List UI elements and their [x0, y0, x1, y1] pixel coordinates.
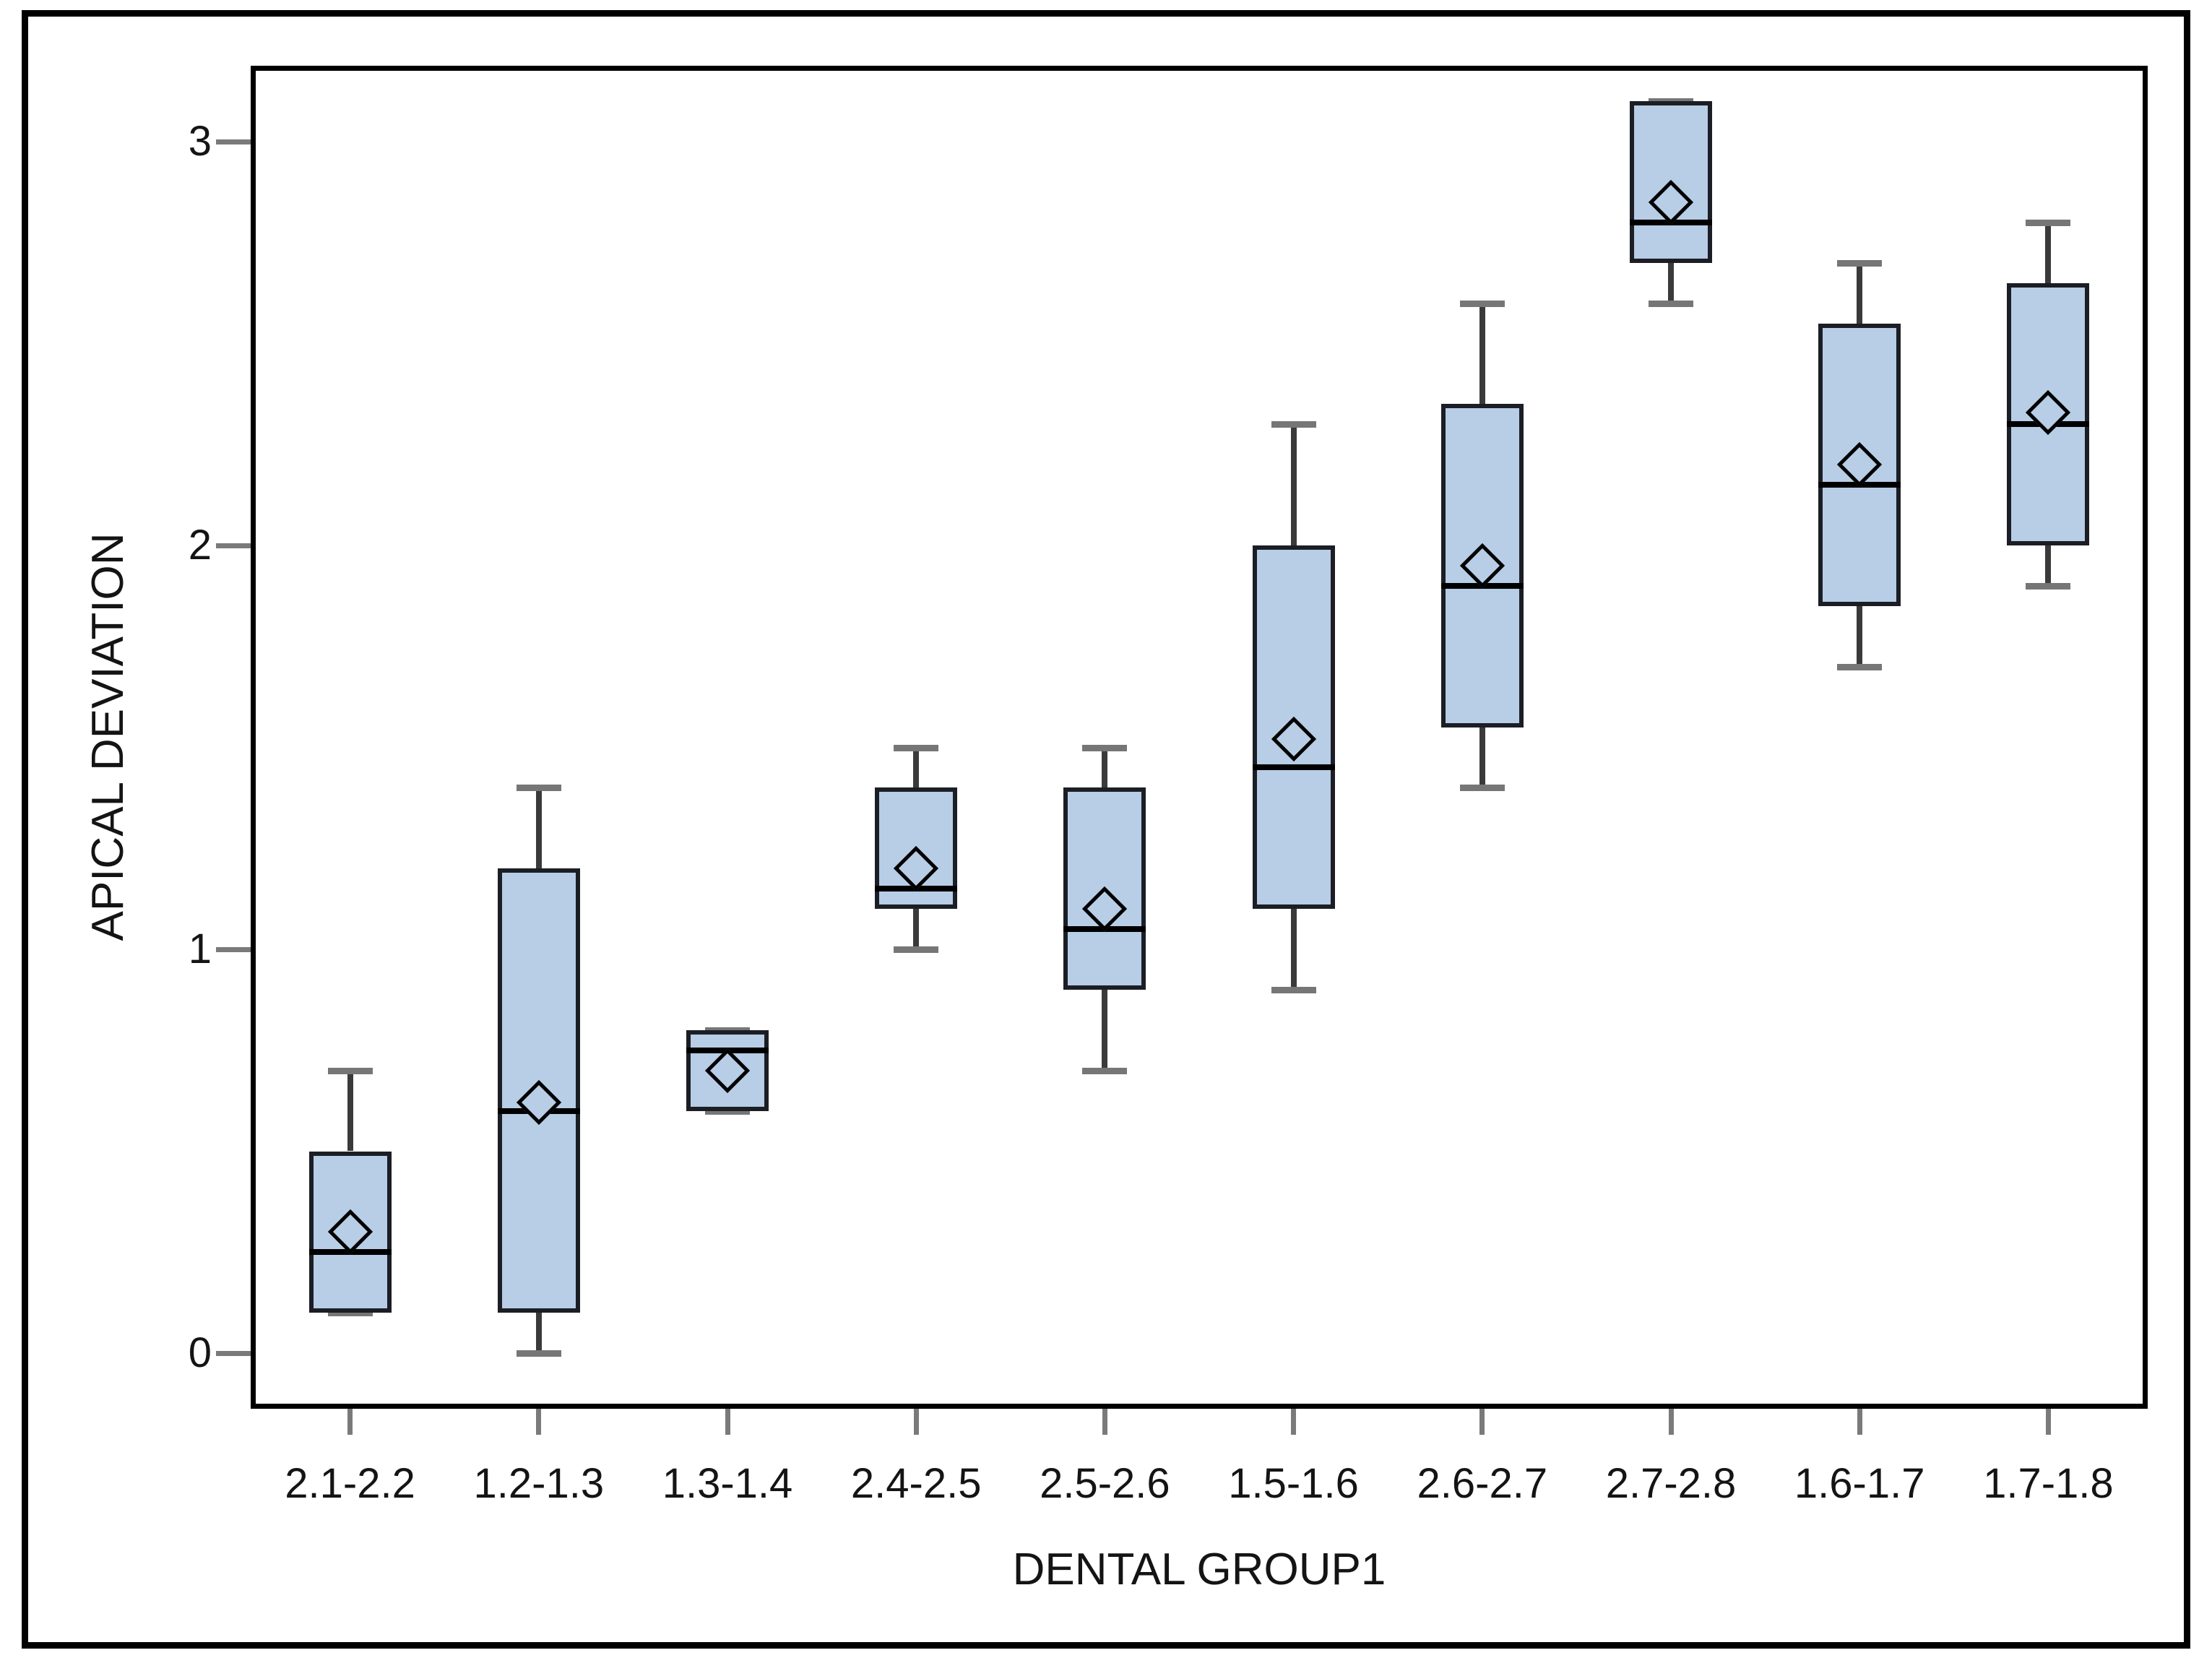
lower-whisker-cap [516, 1350, 561, 1357]
x-axis-title: DENTAL GROUP1 [1012, 1545, 1386, 1594]
y-tick-label: 1 [188, 925, 212, 972]
lower-whisker-cap [1459, 785, 1505, 792]
upper-whisker-cap [1271, 421, 1316, 428]
x-tick-mark [1102, 1409, 1107, 1435]
x-tick-label: 1.6-1.7 [1794, 1460, 1925, 1507]
upper-whisker-stem [2045, 222, 2052, 283]
x-tick-mark [1668, 1409, 1674, 1435]
plot-area [251, 66, 2148, 1409]
x-tick-label: 1.5-1.6 [1228, 1460, 1359, 1507]
box-rect [1818, 323, 1901, 606]
lower-whisker-stem [913, 909, 920, 949]
y-tick-mark [216, 947, 251, 952]
lower-whisker-cap [1271, 986, 1316, 993]
x-tick-mark [913, 1409, 919, 1435]
lower-whisker-stem [1479, 727, 1485, 788]
upper-whisker-cap [1082, 744, 1128, 751]
x-tick-mark [725, 1409, 730, 1435]
y-tick-mark [216, 139, 251, 144]
y-tick-label: 2 [188, 522, 212, 569]
lower-whisker-cap [2026, 582, 2071, 590]
lower-whisker-cap [1837, 663, 1883, 670]
lower-whisker-stem [1102, 989, 1108, 1071]
median-line [1252, 764, 1335, 771]
upper-whisker-stem [1479, 303, 1485, 405]
lower-whisker-stem [1290, 909, 1297, 990]
lower-whisker-cap [1082, 1067, 1128, 1074]
x-tick-label: 2.7-2.8 [1605, 1460, 1737, 1507]
upper-whisker-cap [1837, 259, 1883, 267]
x-tick-label: 2.1-2.2 [285, 1460, 415, 1507]
upper-whisker-stem [1290, 424, 1297, 545]
x-tick-label: 1.7-1.8 [1983, 1460, 2114, 1507]
upper-whisker-stem [535, 787, 542, 869]
box-rect [2007, 282, 2090, 545]
x-tick-mark [536, 1409, 542, 1435]
x-tick-mark [1857, 1409, 1862, 1435]
lower-whisker-cap [705, 1107, 750, 1115]
box-rect [497, 868, 580, 1313]
upper-whisker-stem [1102, 747, 1108, 788]
x-tick-label: 1.2-1.3 [473, 1460, 605, 1507]
x-tick-label: 2.5-2.6 [1040, 1460, 1170, 1507]
x-tick-mark [1291, 1409, 1297, 1435]
lower-whisker-cap [1649, 300, 1693, 307]
y-tick-label: 0 [188, 1329, 212, 1376]
upper-whisker-cap [327, 1067, 373, 1074]
upper-whisker-stem [347, 1070, 353, 1152]
y-tick-mark [216, 543, 251, 548]
upper-whisker-stem [913, 747, 920, 788]
y-tick-label: 3 [188, 118, 212, 165]
y-tick-mark [216, 1351, 251, 1356]
x-tick-label: 1.3-1.4 [662, 1460, 793, 1507]
x-tick-label: 2.6-2.7 [1417, 1460, 1548, 1507]
x-tick-mark [2045, 1409, 2051, 1435]
upper-whisker-cap [516, 785, 561, 792]
upper-whisker-cap [1459, 300, 1505, 307]
lower-whisker-stem [2045, 545, 2052, 586]
upper-whisker-cap [2026, 219, 2071, 226]
x-tick-label: 2.4-2.5 [850, 1460, 982, 1507]
upper-whisker-stem [1857, 262, 1863, 324]
lower-whisker-stem [1668, 262, 1674, 303]
lower-whisker-cap [327, 1310, 373, 1317]
x-tick-mark [1479, 1409, 1485, 1435]
x-tick-mark [347, 1409, 353, 1435]
lower-whisker-cap [894, 946, 939, 953]
lower-whisker-stem [535, 1313, 542, 1353]
upper-whisker-cap [894, 744, 939, 751]
lower-whisker-stem [1857, 605, 1863, 667]
